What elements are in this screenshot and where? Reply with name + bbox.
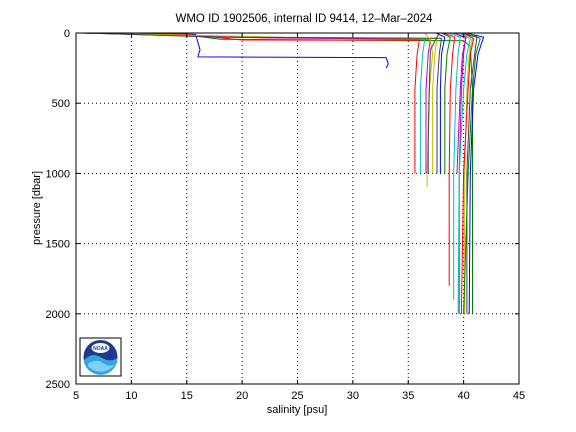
y-tick-label: 1500 — [46, 239, 70, 251]
x-tick-label: 5 — [73, 390, 79, 402]
series-line — [441, 32, 451, 174]
x-tick-label: 35 — [402, 390, 414, 402]
y-tick-label: 500 — [52, 98, 70, 110]
series-line — [87, 32, 438, 174]
x-tick-label: 15 — [181, 390, 193, 402]
logo-wave-light — [88, 360, 115, 372]
y-tick-label: 2500 — [46, 379, 70, 391]
axis-ticks: 5 10 15 20 25 30 35 40 45 0 500 1000 1500 2000 2500 — [46, 28, 526, 402]
series-line — [435, 32, 446, 174]
x-axis-label: salinity [psu] — [267, 404, 328, 416]
series-line — [457, 32, 471, 314]
x-tick-label: 40 — [458, 390, 470, 402]
series-line — [443, 32, 456, 286]
series-line — [427, 32, 440, 174]
logo-bird — [91, 343, 110, 353]
y-tick-label: 0 — [64, 28, 70, 40]
logo-wordmark: NOAA — [93, 346, 108, 352]
series-line — [460, 32, 475, 314]
noaa-logo: NOAA — [79, 337, 122, 377]
y-tick-label: 1000 — [46, 168, 70, 180]
series-line — [454, 32, 467, 174]
y-axis-label: pressure [dbar] — [31, 171, 43, 245]
x-tick-label: 25 — [291, 390, 303, 402]
profile-lines — [81, 32, 485, 314]
series-line — [447, 32, 461, 300]
series-line — [424, 32, 434, 188]
chart-title: WMO ID 1902506, internal ID 9414, 12–Mar… — [176, 13, 434, 25]
series-line — [465, 32, 485, 314]
x-tick-label: 30 — [347, 390, 359, 402]
x-tick-label: 10 — [125, 390, 137, 402]
x-tick-label: 20 — [236, 390, 248, 402]
grid — [76, 33, 519, 384]
series-line — [87, 32, 442, 174]
x-tick-label: 45 — [513, 390, 525, 402]
y-tick-label: 2000 — [46, 309, 70, 321]
series-line — [463, 32, 481, 314]
